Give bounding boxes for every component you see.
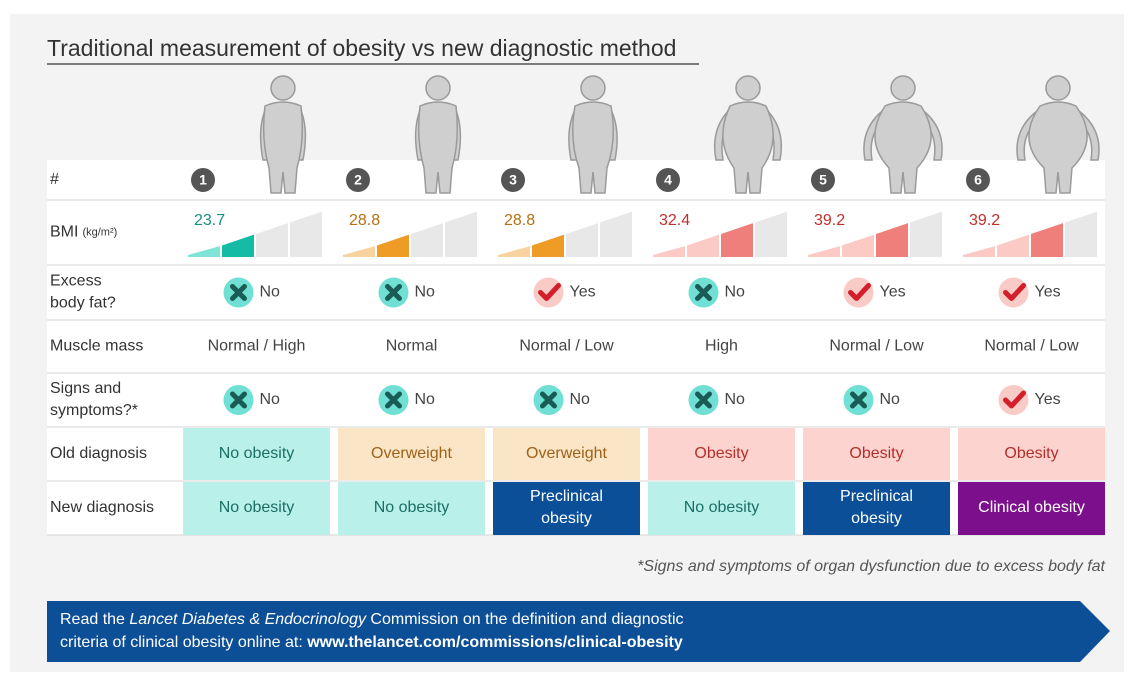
new-diagnosis: Clinical obesity [978, 499, 1085, 516]
row-label: Signs and [50, 380, 121, 397]
footnote: *Signs and symptoms of organ dysfunction… [637, 558, 1105, 575]
answer: Yes [570, 284, 596, 301]
old-diagnosis: Obesity [694, 445, 748, 462]
column-number: 6 [974, 172, 982, 188]
row-label-unit: (kg/m²) [82, 226, 117, 238]
answer: No [880, 391, 901, 408]
muscle-mass: Normal / High [208, 338, 306, 355]
banner-journal: Lancet Diabetes & Endocrinology [129, 611, 367, 628]
column-number: 5 [819, 172, 827, 188]
figure-head [1046, 76, 1070, 100]
row-label: symptoms?* [50, 402, 138, 419]
old-diagnosis: Obesity [1004, 445, 1058, 462]
muscle-mass: Normal / Low [829, 338, 924, 355]
old-diagnosis: Overweight [526, 445, 607, 462]
answer: No [260, 391, 281, 408]
column-number: 4 [664, 172, 672, 188]
banner-link[interactable]: www.thelancet.com/commissions/clinical-o… [306, 634, 683, 651]
new-diagnosis: No obesity [374, 499, 450, 516]
column-number: 3 [509, 172, 517, 188]
old-diagnosis: Overweight [371, 445, 452, 462]
column-number: 1 [199, 172, 207, 188]
banner-text: criteria of clinical obesity online at: [60, 634, 307, 651]
figure-body [264, 102, 303, 193]
row-label: Excess [50, 273, 102, 290]
row-label: Muscle mass [50, 338, 143, 355]
row-label-text: BMI [50, 224, 78, 241]
new-diagnosis: Preclinical [530, 488, 603, 505]
row-label: BMI (kg/m²) [50, 224, 117, 241]
figure-body [419, 102, 458, 193]
row-label: New diagnosis [50, 499, 154, 516]
muscle-mass: Normal / Low [519, 338, 614, 355]
figure-head [736, 76, 760, 100]
page: { "title": "Traditional measurement of o… [0, 0, 1134, 677]
new-diagnosis: Preclinical [840, 488, 913, 505]
bmi-value: 39.2 [969, 212, 1000, 229]
banner-text: Read the [60, 611, 129, 628]
figure-head [891, 76, 915, 100]
bmi-value: 28.8 [504, 212, 535, 229]
bmi-value: 39.2 [814, 212, 845, 229]
bmi-value: 32.4 [659, 212, 690, 229]
banner-text: Commission on the definition and diagnos… [366, 611, 684, 628]
answer: No [415, 284, 436, 301]
row-label: Old diagnosis [50, 445, 147, 462]
answer: Yes [880, 284, 906, 301]
new-diagnosis: No obesity [684, 499, 760, 516]
answer: No [260, 284, 281, 301]
figure-head [426, 76, 450, 100]
muscle-mass: Normal [386, 338, 438, 355]
bmi-value: 28.8 [349, 212, 380, 229]
title: Traditional measurement of obesity vs ne… [47, 35, 676, 61]
answer: No [725, 391, 746, 408]
row-label: # [50, 171, 59, 188]
old-diagnosis: No obesity [219, 445, 295, 462]
banner [47, 601, 1110, 662]
answer: Yes [1035, 391, 1061, 408]
answer: No [415, 391, 436, 408]
row-label: body fat? [50, 295, 116, 312]
figure-head [581, 76, 605, 100]
answer: Yes [1035, 284, 1061, 301]
old-diagnosis: Obesity [849, 445, 903, 462]
new-diagnosis: obesity [851, 510, 902, 527]
bmi-value: 23.7 [194, 212, 225, 229]
new-diagnosis: No obesity [219, 499, 295, 516]
muscle-mass: High [705, 338, 738, 355]
new-diagnosis: obesity [541, 510, 592, 527]
banner-line: criteria of clinical obesity online at: … [60, 634, 683, 651]
banner-line: Read the Lancet Diabetes & Endocrinology… [60, 611, 684, 628]
column-number: 2 [354, 172, 362, 188]
infographic: Traditional measurement of obesity vs ne… [0, 0, 1134, 677]
answer: No [570, 391, 591, 408]
figure-head [271, 76, 295, 100]
muscle-mass: Normal / Low [984, 338, 1079, 355]
answer: No [725, 284, 746, 301]
